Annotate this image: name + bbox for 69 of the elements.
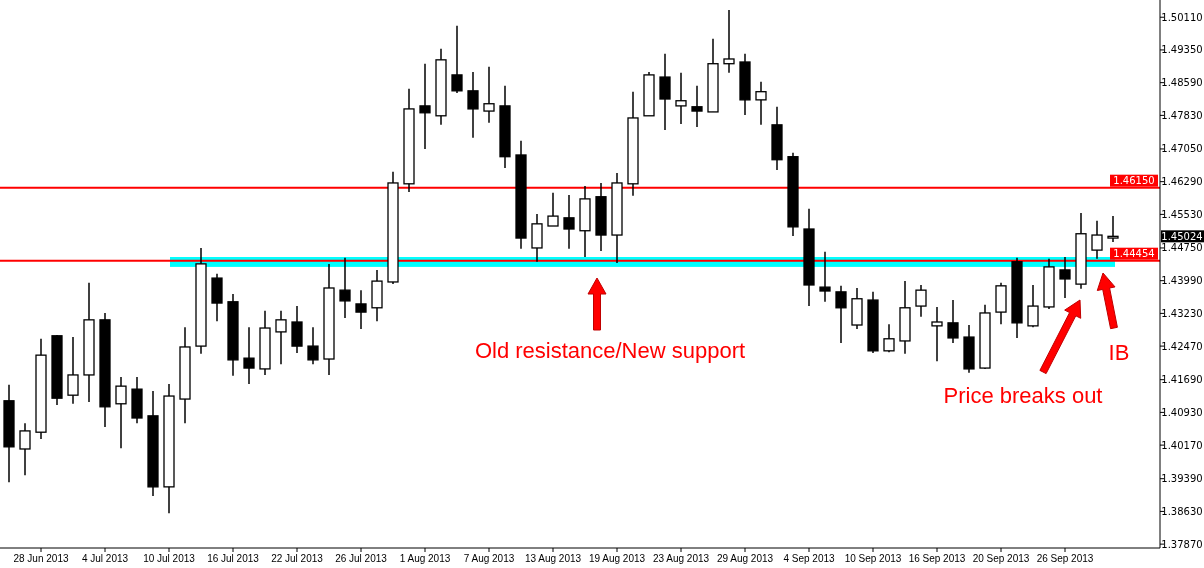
candlestick [483, 65, 495, 124]
candlestick [659, 53, 671, 131]
x-tick-label: 4 Jul 2013 [81, 553, 129, 564]
annotation: IB [1108, 340, 1130, 365]
y-tick-label: 1.40930 [1161, 406, 1203, 418]
y-tick-label: 1.50110 [1161, 11, 1203, 23]
text: 1.45024 [1161, 230, 1203, 242]
x-tick-label: 7 Aug 2013 [463, 553, 515, 564]
candlestick [563, 194, 575, 250]
candlestick [355, 289, 367, 330]
x-tick-label: 28 Jun 2013 [13, 553, 69, 564]
x-tick-label: 13 Aug 2013 [524, 553, 582, 564]
x-tick-label: 26 Jul 2013 [335, 553, 388, 564]
y-tick-label: 1.46290 [1161, 176, 1203, 188]
candlestick [67, 336, 79, 405]
candlestick [835, 285, 847, 344]
y-tick-label: 1.43990 [1161, 275, 1203, 287]
y-tick-label: 1.37870 [1161, 538, 1203, 550]
y-tick-label: 1.44750 [1161, 242, 1203, 254]
y-tick-label: 1.43230 [1161, 307, 1203, 319]
candlestick [723, 9, 735, 74]
candlestick [915, 284, 927, 318]
candlestick [675, 72, 687, 125]
candlestick [547, 192, 559, 227]
y-tick-label: 1.38630 [1161, 505, 1203, 517]
y-tick-label: 1.39390 [1161, 473, 1203, 485]
candlestick [947, 299, 959, 344]
annotation: Price breaks out [943, 383, 1103, 408]
candlestick [1059, 256, 1071, 299]
x-tick-label: 4 Sep 2013 [783, 553, 836, 564]
x-tick-label: 1 Aug 2013 [399, 553, 451, 564]
candlestick [931, 306, 943, 362]
y-tick-label: 1.45530 [1161, 208, 1203, 220]
candlestick [1107, 215, 1119, 243]
candlestick [883, 323, 895, 353]
x-tick-label: 23 Aug 2013 [652, 553, 710, 564]
ref-line-label: 1.44454 [1113, 248, 1155, 260]
y-tick-label: 1.47830 [1161, 109, 1203, 121]
candlestick [1091, 220, 1103, 260]
candlestick [115, 376, 127, 449]
x-tick-label: 26 Sep 2013 [1036, 553, 1094, 564]
candlestick [19, 422, 31, 476]
candlestick [275, 310, 287, 365]
candlestick [339, 257, 351, 319]
ref-line-label: 1.46150 [1113, 175, 1155, 187]
x-tick-label: 20 Sep 2013 [972, 553, 1030, 564]
candlestick [819, 251, 831, 303]
x-tick-label: 29 Aug 2013 [716, 553, 774, 564]
candlestick [243, 326, 255, 385]
candlestick [451, 25, 463, 94]
x-tick-label: 19 Aug 2013 [588, 553, 646, 564]
candlestick [755, 81, 767, 126]
x-tick-label: 16 Sep 2013 [908, 553, 966, 564]
annotation: Old resistance/New support [474, 338, 746, 363]
x-tick-label: 10 Sep 2013 [844, 553, 902, 564]
y-tick-label: 1.49350 [1161, 44, 1203, 56]
y-tick-label: 1.40170 [1161, 439, 1203, 451]
candlestick [691, 84, 703, 128]
x-tick-label: 16 Jul 2013 [207, 553, 260, 564]
x-tick-label: 22 Jul 2013 [271, 553, 324, 564]
candlestick [467, 71, 479, 139]
candlestick [1027, 284, 1039, 328]
y-tick-label: 1.42470 [1161, 340, 1203, 352]
y-tick-label: 1.41690 [1161, 374, 1203, 386]
candlestick [419, 62, 431, 150]
candlestick [307, 326, 319, 365]
y-tick-label: 1.48590 [1161, 77, 1203, 89]
x-tick-label: 10 Jul 2013 [143, 553, 196, 564]
y-tick-label: 1.47050 [1161, 143, 1203, 155]
